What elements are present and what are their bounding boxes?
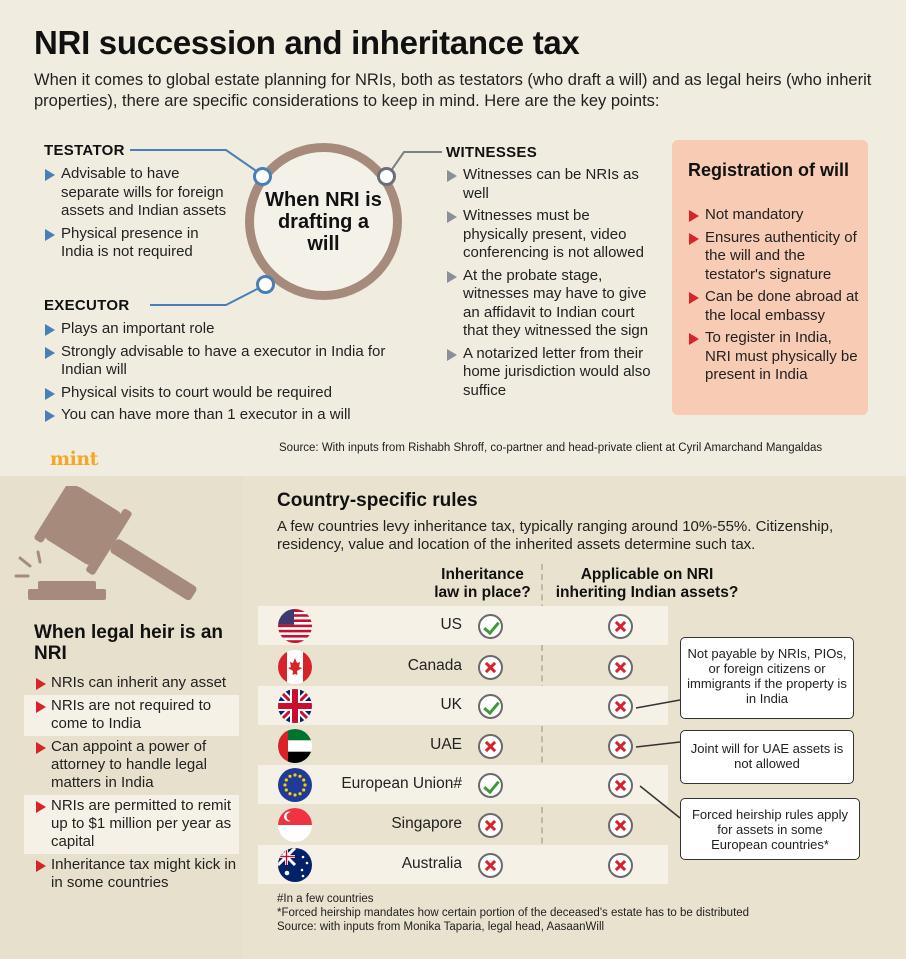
list-item: Can be done abroad at the local embassy xyxy=(688,288,860,325)
list-item: A notarized letter from their home juris… xyxy=(446,345,654,401)
executor-heading: EXECUTOR xyxy=(44,297,130,314)
canada-flag-icon xyxy=(278,650,312,684)
eu-flag-icon xyxy=(278,768,312,802)
list-item: Physical visits to court would be requir… xyxy=(44,384,404,403)
cross-icon xyxy=(478,813,503,838)
testator-node xyxy=(253,167,272,186)
tick-icon xyxy=(478,614,503,639)
list-item: Strongly advisable to have a executor in… xyxy=(44,343,404,380)
legal-heir-list: NRIs can inherit any asset NRIs are not … xyxy=(24,672,239,895)
intro-text: When it comes to global estate planning … xyxy=(34,71,872,110)
executor-list: Plays an important role Strongly advisab… xyxy=(44,320,404,429)
testator-list: Advisable to have separate wills for for… xyxy=(44,165,234,266)
country-rules-description: A few countries levy inheritance tax, ty… xyxy=(277,518,834,553)
country-name: UK xyxy=(440,696,462,713)
source-top: Source: With inputs from Rishabh Shroff,… xyxy=(279,442,823,454)
callout-lines xyxy=(635,699,681,819)
list-item: NRIs can inherit any asset xyxy=(24,672,239,695)
col-header-nri: Applicable on NRI inheriting Indian asse… xyxy=(555,566,739,601)
list-item: To register in India, NRI must physicall… xyxy=(688,329,860,385)
witnesses-heading: WITNESSES xyxy=(446,144,538,161)
table-row: Canada xyxy=(258,647,668,686)
registration-heading: Registration of will xyxy=(688,160,850,180)
col-header-law: Inheritance law in place? xyxy=(434,566,531,601)
list-item: Witnesses can be NRIs as well xyxy=(446,166,654,203)
center-label: When NRI is drafting a will xyxy=(265,188,382,255)
cross-icon xyxy=(608,773,633,798)
table-row: Australia xyxy=(258,845,668,884)
witnesses-node xyxy=(377,167,396,186)
cross-icon xyxy=(608,853,633,878)
cross-icon xyxy=(478,655,503,680)
list-item: Ensures authenticity of the will and the… xyxy=(688,229,860,285)
list-item: Plays an important role xyxy=(44,320,404,339)
country-name: Australia xyxy=(401,855,462,872)
cross-icon xyxy=(478,734,503,759)
list-item: You can have more than 1 executor in a w… xyxy=(44,406,404,425)
country-name: Singapore xyxy=(391,815,462,832)
tick-icon xyxy=(478,694,503,719)
uae-note: Joint will for UAE assets is not allowed xyxy=(680,730,854,784)
table-row: US xyxy=(258,606,668,645)
list-item: Witnesses must be physically present, vi… xyxy=(446,207,654,263)
country-name: Canada xyxy=(407,657,462,674)
eu-note: Forced heirship rules apply for assets i… xyxy=(680,798,860,860)
country-name: European Union# xyxy=(341,775,462,792)
country-name: UAE xyxy=(430,736,462,753)
mint-logo: mint xyxy=(50,448,98,470)
gavel-icon xyxy=(14,486,197,601)
list-item: Can appoint a power of attorney to handl… xyxy=(24,736,239,795)
table-row: UK xyxy=(258,686,668,725)
cross-icon xyxy=(608,694,633,719)
testator-heading: TESTATOR xyxy=(44,142,125,159)
list-item: At the probate stage, witnesses may have… xyxy=(446,267,654,341)
executor-node xyxy=(256,275,275,294)
us-flag-icon xyxy=(278,609,312,643)
country-name: US xyxy=(440,616,462,633)
country-rules-heading: Country-specific rules xyxy=(277,490,478,511)
footnote-star: *Forced heirship mandates how certain po… xyxy=(277,907,750,919)
uk-note: Not payable by NRIs, PIOs, or foreign ci… xyxy=(680,637,854,719)
list-item: Advisable to have separate wills for for… xyxy=(44,165,234,221)
cross-icon xyxy=(608,655,633,680)
footnote-source: Source: with inputs from Monika Taparia,… xyxy=(277,921,605,933)
cross-icon xyxy=(608,614,633,639)
witnesses-list: Witnesses can be NRIs as well Witnesses … xyxy=(446,166,654,404)
singapore-flag-icon xyxy=(278,808,312,842)
legal-heir-heading: When legal heir is an NRI xyxy=(34,622,223,664)
list-item: NRIs are permitted to remit up to $1 mil… xyxy=(24,795,239,854)
registration-list: Not mandatory Ensures authenticity of th… xyxy=(688,206,860,389)
page-title: NRI succession and inheritance tax xyxy=(34,24,580,61)
australia-flag-icon xyxy=(278,848,312,882)
tick-icon xyxy=(478,773,503,798)
center-circle: When NRI is drafting a will xyxy=(245,143,402,300)
cross-icon xyxy=(608,734,633,759)
cross-icon xyxy=(608,813,633,838)
uae-flag-icon xyxy=(278,729,312,763)
list-item: Not mandatory xyxy=(688,206,860,225)
cross-icon xyxy=(478,853,503,878)
footnote-hash: #In a few countries xyxy=(277,893,374,905)
table-row: UAE xyxy=(258,726,668,765)
registration-box xyxy=(672,140,868,415)
list-item: Inheritance tax might kick in in some co… xyxy=(24,854,239,895)
list-item: NRIs are not required to come to India xyxy=(24,695,239,736)
list-item: Physical presence in India is not requir… xyxy=(44,225,234,262)
table-row: European Union# xyxy=(258,765,668,804)
table-row: Singapore xyxy=(258,805,668,844)
